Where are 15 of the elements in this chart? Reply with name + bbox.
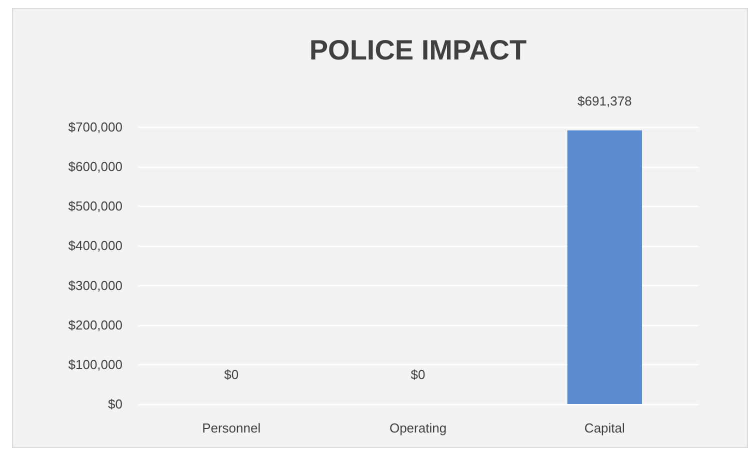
data-label: $0 [224, 367, 239, 382]
y-tick-label: $0 [108, 396, 122, 412]
x-tick-label: Personnel [202, 420, 261, 436]
data-label: $0 [410, 367, 426, 382]
y-tick-label: $500,000 [68, 198, 122, 214]
x-tick-label: Capital [584, 420, 626, 436]
y-tick-label: $400,000 [68, 238, 122, 254]
y-tick-label: $300,000 [68, 278, 122, 293]
y-tick-label: $600,000 [68, 159, 122, 174]
x-tick-label: Operating [389, 420, 447, 436]
chart-title: POLICE IMPACT [309, 34, 527, 66]
y-tick-label: $100,000 [68, 356, 122, 372]
data-label: $691,378 [578, 93, 632, 108]
y-tick-label: $200,000 [68, 317, 122, 332]
y-tick-label: $700,000 [68, 120, 122, 134]
